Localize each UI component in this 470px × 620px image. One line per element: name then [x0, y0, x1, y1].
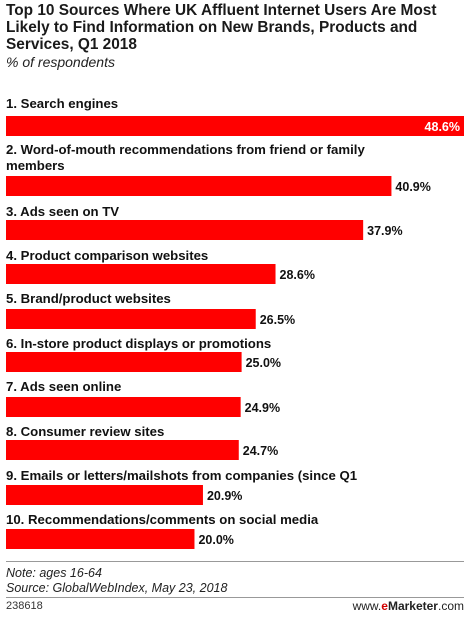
category-label: 4. Product comparison websites [6, 248, 208, 263]
category-label: 5. Brand/product websites [6, 291, 171, 306]
chart-subtitle: % of respondents [6, 54, 115, 70]
value-label: 24.9% [245, 401, 280, 415]
bar [6, 352, 242, 372]
brand-suffix: .com [437, 599, 464, 613]
value-label: 28.6% [280, 268, 315, 282]
bar [6, 529, 195, 549]
category-label: 2. Word-of-mouth recommendations from fr… [6, 142, 365, 173]
chart-title: Top 10 Sources Where UK Affluent Interne… [6, 2, 437, 53]
bar [6, 440, 239, 460]
chart-id: 238618 [6, 600, 43, 612]
source-text: Source: GlobalWebIndex, May 23, 2018 [6, 581, 228, 595]
value-label: 24.7% [243, 444, 278, 458]
category-label: 6. In-store product displays or promotio… [6, 336, 271, 351]
bar [6, 220, 364, 240]
bar [6, 176, 392, 196]
bottom-divider [6, 597, 464, 598]
value-label: 20.0% [198, 533, 233, 547]
value-label: 40.9% [395, 180, 430, 194]
brand-e: e [381, 599, 388, 613]
note-text: Note: ages 16-64 [6, 566, 102, 580]
value-label: 20.9% [207, 489, 242, 503]
brand-prefix: www. [352, 599, 382, 613]
category-label: 10. Recommendations/comments on social m… [6, 512, 319, 527]
value-label: 25.0% [246, 356, 281, 370]
bar [6, 485, 203, 505]
bar-chart: 1. Search engines 48.6% 2. Word-of-mouth r… [6, 96, 464, 549]
category-label: 8. Consumer review sites [6, 424, 164, 439]
emarketer-logo: www.eMarketer.com [353, 599, 464, 613]
category-label: 3. Ads seen on TV [6, 204, 119, 219]
bar [6, 397, 241, 417]
value-label: 37.9% [367, 224, 402, 238]
footer-divider [6, 561, 464, 562]
bar [6, 264, 276, 284]
value-label: 48.6% [425, 120, 460, 134]
category-label: 1. Search engines [6, 96, 118, 111]
bar [6, 116, 464, 136]
bar [6, 309, 256, 329]
brand-name: Marketer [387, 599, 438, 613]
value-label: 26.5% [260, 313, 295, 327]
category-label: 7. Ads seen online [6, 379, 121, 394]
